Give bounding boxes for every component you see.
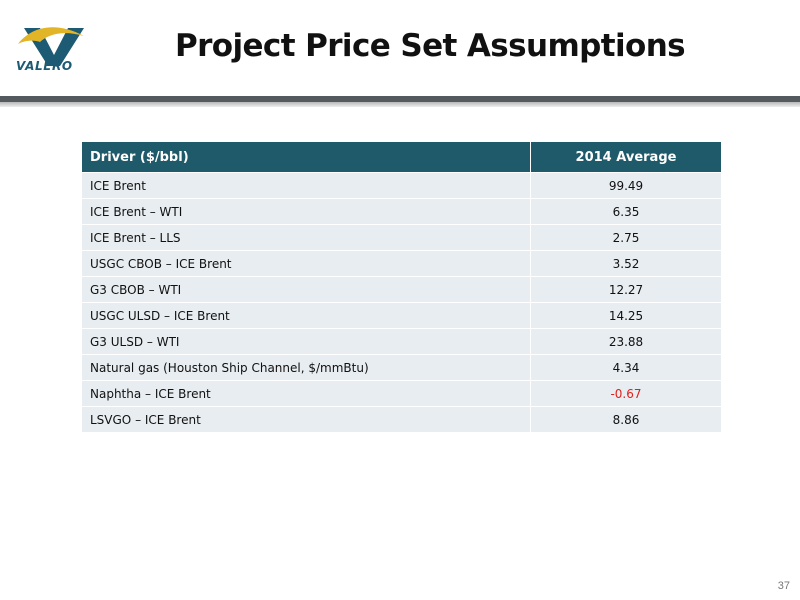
table-row: LSVGO – ICE Brent 8.86 <box>81 406 722 433</box>
title-divider <box>0 96 800 102</box>
column-header-2014-average: 2014 Average <box>530 141 722 173</box>
table-row: USGC ULSD – ICE Brent 14.25 <box>81 302 722 329</box>
table-row: G3 CBOB – WTI 12.27 <box>81 276 722 303</box>
table-row: ICE Brent 99.49 <box>81 172 722 199</box>
driver-cell: G3 CBOB – WTI <box>81 276 531 303</box>
negative-value-cell: -0.67 <box>530 380 722 407</box>
table-row: ICE Brent – WTI 6.35 <box>81 198 722 225</box>
driver-cell: G3 ULSD – WTI <box>81 328 531 355</box>
table-header-row: Driver ($/bbl) 2014 Average <box>81 141 722 173</box>
valero-wordmark: VALERO <box>16 59 73 73</box>
table-row: ICE Brent – LLS 2.75 <box>81 224 722 251</box>
driver-cell: Natural gas (Houston Ship Channel, $/mmB… <box>81 354 531 381</box>
column-header-driver: Driver ($/bbl) <box>81 141 531 173</box>
driver-cell: USGC CBOB – ICE Brent <box>81 250 531 277</box>
driver-cell: LSVGO – ICE Brent <box>81 406 531 433</box>
value-cell: 12.27 <box>530 276 722 303</box>
value-cell: 23.88 <box>530 328 722 355</box>
value-cell: 8.86 <box>530 406 722 433</box>
driver-cell: ICE Brent – WTI <box>81 198 531 225</box>
table-row: Naphtha – ICE Brent -0.67 <box>81 380 722 407</box>
page-title: Project Price Set Assumptions <box>174 28 686 64</box>
table-row: Natural gas (Houston Ship Channel, $/mmB… <box>81 354 722 381</box>
page-number: 37 <box>777 580 790 592</box>
value-cell: 4.34 <box>530 354 722 381</box>
driver-cell: ICE Brent – LLS <box>81 224 531 251</box>
table-row: USGC CBOB – ICE Brent 3.52 <box>81 250 722 277</box>
price-assumptions-table: Driver ($/bbl) 2014 Average ICE Brent 99… <box>81 141 722 433</box>
valero-logo-icon <box>18 27 84 66</box>
value-cell: 6.35 <box>530 198 722 225</box>
driver-cell: ICE Brent <box>81 172 531 199</box>
value-cell: 2.75 <box>530 224 722 251</box>
table-row: G3 ULSD – WTI 23.88 <box>81 328 722 355</box>
value-cell: 14.25 <box>530 302 722 329</box>
value-cell: 99.49 <box>530 172 722 199</box>
title-divider-shadow <box>0 102 800 107</box>
driver-cell: USGC ULSD – ICE Brent <box>81 302 531 329</box>
driver-cell: Naphtha – ICE Brent <box>81 380 531 407</box>
value-cell: 3.52 <box>530 250 722 277</box>
